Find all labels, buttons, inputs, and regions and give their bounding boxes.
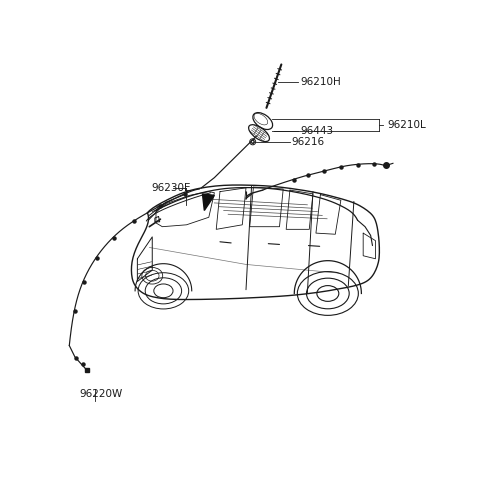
- Polygon shape: [203, 194, 215, 211]
- Text: 96210H: 96210H: [300, 77, 341, 87]
- Text: 96210L: 96210L: [387, 120, 426, 130]
- Text: 96443: 96443: [300, 126, 333, 136]
- Text: 96216: 96216: [291, 137, 324, 147]
- Text: 96230E: 96230E: [151, 183, 191, 193]
- Text: 96220W: 96220W: [79, 389, 122, 399]
